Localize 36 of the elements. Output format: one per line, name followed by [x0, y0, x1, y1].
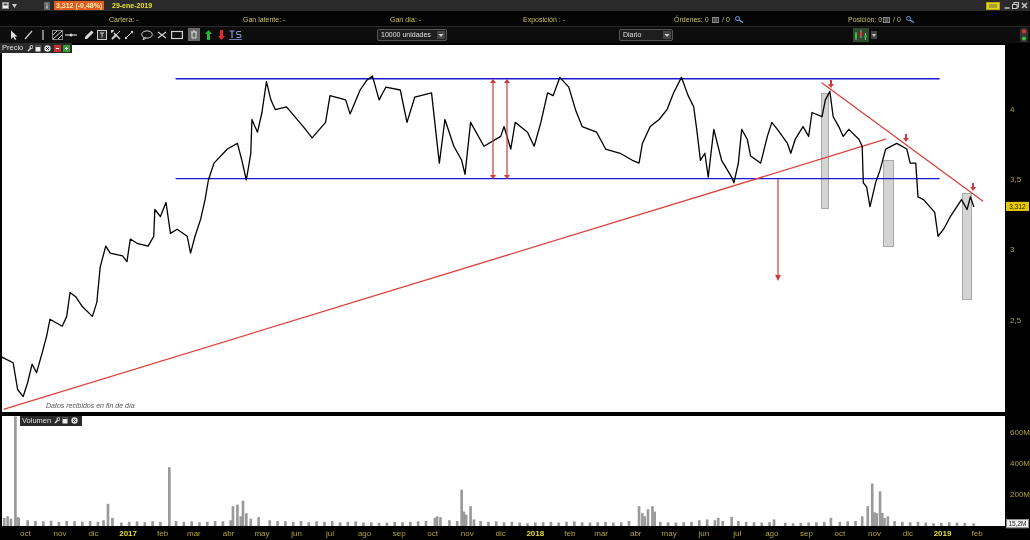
x-tick-label: mar: [187, 529, 202, 538]
y-tick-label: 3: [1010, 245, 1015, 255]
x-tick-label: sep: [799, 529, 814, 538]
x-tick-label: jul: [732, 529, 742, 538]
x-tick-label: dic: [495, 529, 506, 538]
x-tick-label: feb: [157, 529, 169, 538]
x-tick-label: ago: [765, 529, 780, 538]
x-tick-label: 2019: [933, 529, 952, 538]
x-tick-label: 2017: [119, 529, 138, 538]
x-tick-label: nov: [460, 529, 474, 538]
x-tick-label: dic: [88, 529, 99, 538]
x-tick-label: nov: [53, 529, 67, 538]
x-tick-label: jun: [697, 529, 710, 538]
x-tick-label: mar: [594, 529, 609, 538]
x-tick-label: abr: [222, 529, 235, 538]
y-tick-label: 200M: [1010, 490, 1030, 499]
x-tick-label: dic: [902, 529, 914, 538]
x-tick-label: sep: [392, 529, 407, 538]
y-tick-label: 600M: [1010, 427, 1030, 437]
x-tick-label: 2018: [526, 529, 545, 538]
y-tick-label: 400M: [1010, 458, 1030, 468]
x-tick-label: oct: [20, 529, 32, 538]
x-tick-label: may: [661, 529, 677, 538]
x-tick-label: ago: [357, 529, 372, 538]
x-tick-label: nov: [868, 529, 881, 538]
x-tick-label: jul: [325, 529, 335, 538]
x-tick-label: jun: [290, 529, 302, 538]
y-tick-label: 2,5: [1010, 315, 1022, 325]
y-tick-label: 3,5: [1010, 175, 1022, 185]
x-tick-label: feb: [971, 529, 984, 538]
y-tick-label: 4: [1010, 104, 1015, 114]
x-tick-label: feb: [564, 529, 576, 538]
x-tick-label: oct: [834, 529, 846, 538]
x-tick-label: may: [254, 529, 270, 538]
x-tick-label: abr: [629, 529, 642, 538]
x-tick-label: oct: [427, 529, 439, 538]
